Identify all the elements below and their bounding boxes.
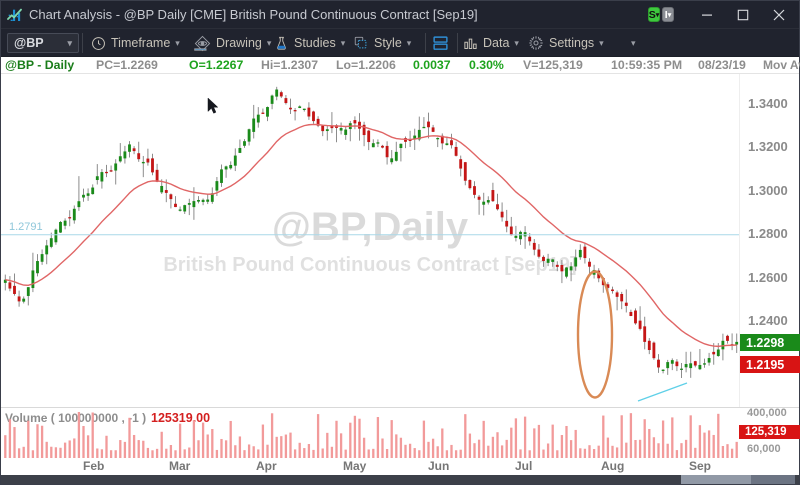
svg-text:1.2791: 1.2791 — [9, 221, 43, 233]
